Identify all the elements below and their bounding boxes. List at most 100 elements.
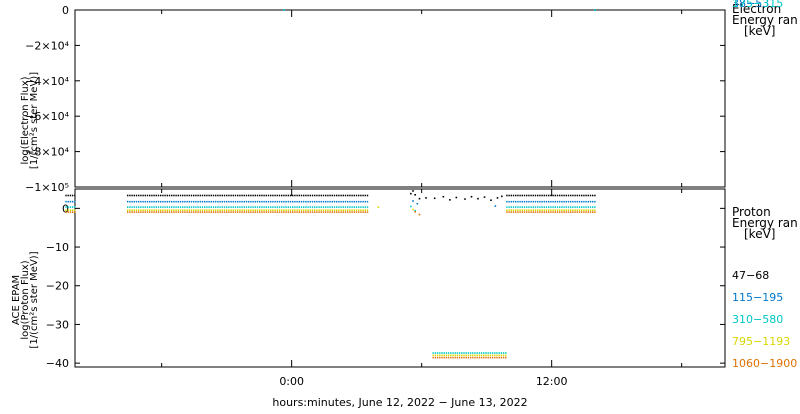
data-point [325,209,327,211]
data-point [199,206,201,208]
data-point [190,194,193,197]
y-tick-label: −6×10⁴ [25,110,69,123]
data-point [193,194,195,197]
data-point [364,209,366,211]
data-point [166,209,168,211]
data-point [412,190,414,192]
data-point [193,200,195,203]
data-point [594,200,596,203]
data-point [512,206,515,208]
data-point [552,209,554,211]
data-point [195,200,197,203]
data-point [245,209,248,211]
data-point [201,200,204,203]
data-point [292,206,294,208]
data-point [574,200,576,203]
data-point [333,209,336,211]
data-point [250,200,252,203]
data-point [469,352,472,354]
data-point [71,211,74,213]
data-point [526,211,528,213]
data-point [351,200,353,203]
data-point [556,211,559,213]
data-point [483,196,486,198]
data-point [454,352,456,354]
data-point [574,211,576,213]
data-point [485,352,487,354]
data-point [237,206,239,208]
data-point [157,194,160,197]
data-point [129,211,131,213]
data-point [153,194,155,197]
data-point [278,209,281,211]
data-point [149,209,151,211]
data-point [469,354,472,357]
data-point [318,211,320,213]
data-point [162,194,164,197]
data-point [294,206,296,208]
data-point [587,209,589,211]
data-point [300,211,303,213]
data-point [142,200,144,203]
data-point [587,211,589,213]
data-point [340,194,342,197]
data-point [256,200,259,203]
data-point [449,199,451,201]
y-tick-label: −40 [46,357,69,370]
data-point [131,200,133,203]
data-point [239,200,241,203]
data-point [506,200,508,203]
data-point [74,194,76,197]
data-point [175,194,177,197]
data-point [360,209,362,211]
data-point [366,194,369,197]
data-point [162,200,164,203]
data-point [129,209,131,211]
data-point [311,209,314,211]
data-point [142,211,144,213]
legend-entry: 1060−1900 [732,357,797,370]
data-point [283,200,285,203]
data-point [360,206,362,208]
data-point [171,211,173,213]
data-point [186,206,188,208]
data-point [418,197,421,200]
data-point [186,209,188,211]
data-point [528,194,530,197]
data-point [294,194,296,197]
data-point [436,356,439,359]
data-point [65,200,67,203]
legend-title-line: Energy ran [732,216,798,230]
data-point [151,200,153,203]
data-point [204,206,206,208]
data-point [494,352,496,354]
data-point [559,211,561,213]
data-point [296,206,298,208]
y-axis-title-line: [1/(cm²s ster MeV)] [29,251,40,348]
data-point [307,200,309,203]
data-point [416,202,419,205]
data-point [592,206,594,208]
data-point [281,211,283,213]
data-point [342,206,344,208]
data-point [581,209,583,211]
data-point [164,211,166,213]
data-point [65,209,67,211]
data-point [563,194,565,197]
data-point [512,211,515,213]
data-point [556,200,559,203]
data-point [329,209,331,211]
data-point [461,352,463,354]
data-point [505,356,507,359]
data-point [489,356,492,359]
data-point [219,194,221,197]
data-point [234,209,237,211]
data-point [252,206,254,208]
data-point [480,352,483,354]
data-point [217,194,219,197]
y-tick-label: −8×10⁴ [25,146,69,159]
legend-entry: 795−1193 [732,335,790,348]
data-point [331,194,333,197]
data-point [320,200,322,203]
data-point [358,194,360,197]
